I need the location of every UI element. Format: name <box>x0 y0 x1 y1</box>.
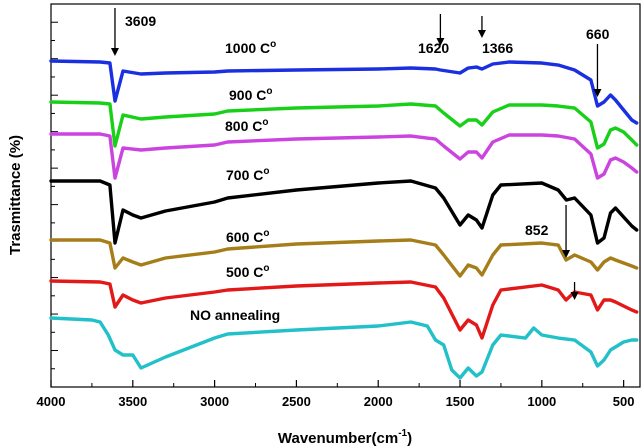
y-axis-title: Trasmittance (%) <box>7 135 24 255</box>
peak-label-852: 852 <box>525 222 549 238</box>
series-label-600: 600 Co <box>226 228 269 245</box>
x-tick-label-3000: 3000 <box>200 394 229 409</box>
x-tick-label-1000: 1000 <box>527 394 556 409</box>
x-tick-label-3500: 3500 <box>118 394 147 409</box>
arrow-1366-head <box>477 30 486 38</box>
peak-label-1366: 1366 <box>482 40 513 56</box>
x-tick-label-500: 500 <box>613 394 635 409</box>
peak-label-660: 660 <box>586 26 610 42</box>
series-label-800: 800 Co <box>225 117 268 134</box>
plot-frame <box>50 3 641 388</box>
x-tick-label-4000: 4000 <box>37 394 66 409</box>
arrow-660-head <box>593 89 602 97</box>
x-ticks: 4000 3500 3000 2500 2000 1500 1000 500 <box>37 380 635 409</box>
series-label-no-annealing: NO annealing <box>190 307 280 323</box>
series-line-1 <box>49 100 639 150</box>
series-line-0 <box>49 59 639 125</box>
series-label-500: 500 Co <box>226 263 269 280</box>
series-line-3 <box>49 179 639 245</box>
series-label-1000: 1000 Co <box>225 39 276 56</box>
x-tick-label-2500: 2500 <box>282 394 311 409</box>
arrow-852-head <box>562 250 571 258</box>
arrow-800-head <box>570 292 579 300</box>
peak-arrows <box>110 8 602 300</box>
x-tick-label-1500: 1500 <box>446 394 475 409</box>
series-line-5 <box>49 279 639 340</box>
arrow-3609-head <box>110 48 119 56</box>
series-line-6 <box>49 316 639 380</box>
arrow-1620-head <box>436 38 445 46</box>
series-label-900: 900 Co <box>229 86 272 103</box>
series-lines <box>49 59 639 380</box>
series-line-4 <box>49 238 639 278</box>
series-label-700: 700 Co <box>226 166 269 183</box>
x-tick-label-2000: 2000 <box>364 394 393 409</box>
x-axis-title: Wavenumber(cm-1) <box>278 428 412 447</box>
series-line-2 <box>49 132 639 180</box>
peak-label-3609: 3609 <box>125 13 156 29</box>
peak-label-1620: 1620 <box>418 40 449 56</box>
